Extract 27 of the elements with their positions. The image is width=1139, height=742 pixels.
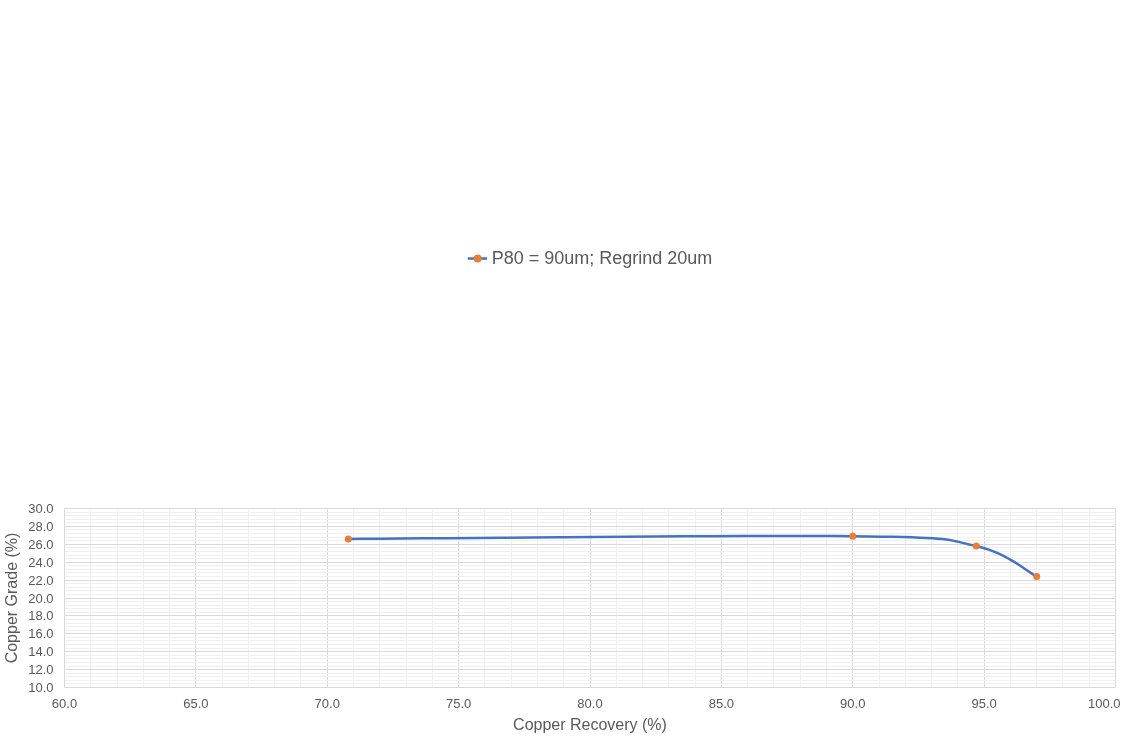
x-tick-label: 95.0 [971,695,997,711]
y-tick-label: 24.0 [28,554,54,570]
x-tick-label: 70.0 [314,695,340,711]
y-tick-label: 14.0 [28,644,54,660]
legend-label: P80 = 90um; Regrind 20um [491,247,713,269]
y-tick-label: 16.0 [28,626,54,642]
y-tick-label: 22.0 [28,572,54,588]
y-tick-label: 20.0 [28,590,54,606]
y-tick-label: 26.0 [28,536,54,552]
point [849,532,857,540]
x-tick-label: 85.0 [708,695,735,711]
x-tick-label: 100.0 [1087,695,1121,711]
y-tick-label: 28.0 [28,518,54,534]
y-tick-label: 12.0 [28,662,54,678]
x-tick-label: 90.0 [840,695,866,711]
x-tick-label: 60.0 [51,695,78,711]
x-tick-label: 65.0 [183,695,209,711]
y-tick-label: 10.0 [28,680,54,695]
y-tick-label: 18.0 [28,608,54,624]
x-tick-label: 75.0 [445,695,472,711]
point [972,542,980,550]
y-axis-title: Copper Grade (%) [3,532,21,664]
y-tick-label: 30.0 [28,501,54,516]
x-axis-title: Copper Recovery (%) [513,715,667,733]
point [344,535,352,543]
x-tick-label: 80.0 [577,695,603,711]
point [1033,573,1041,581]
